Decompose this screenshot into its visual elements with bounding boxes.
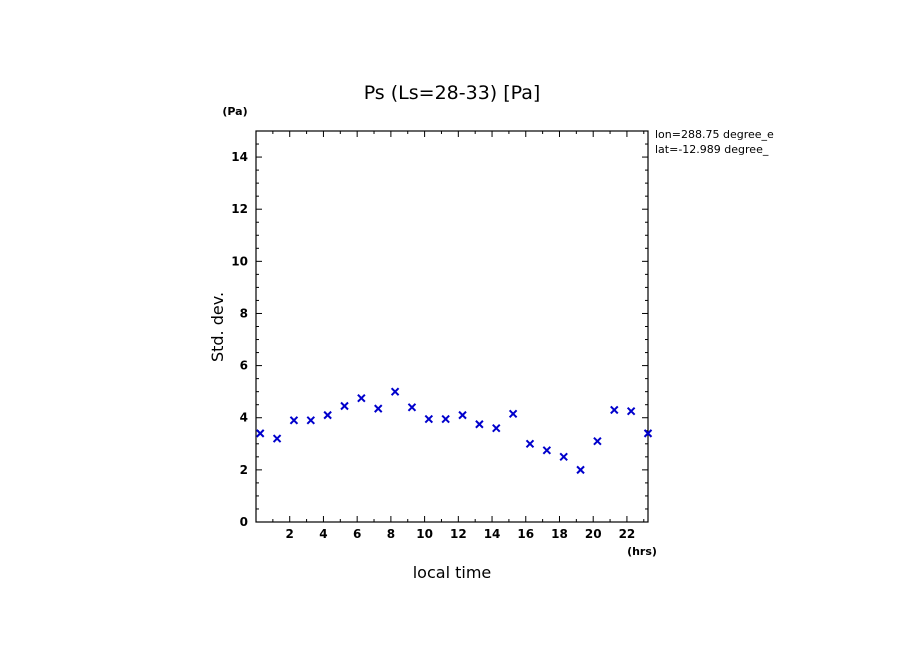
- data-point: [525, 439, 535, 449]
- x-tick-label: 16: [517, 527, 534, 541]
- data-point: [306, 416, 316, 425]
- data-point-stroke: [643, 429, 653, 438]
- annotation-lat: lat=-12.989 degree_: [655, 143, 769, 156]
- x-tick-label: 18: [551, 527, 568, 541]
- chart-title: Ps (Ls=28-33) [Pa]: [364, 82, 541, 104]
- data-point: [357, 393, 366, 403]
- data-point: [390, 387, 400, 396]
- data-point-stroke: [357, 393, 366, 403]
- data-point: [340, 401, 349, 411]
- data-point-stroke: [340, 401, 349, 411]
- data-point: [643, 429, 653, 438]
- data-point: [492, 423, 501, 433]
- data-point-stroke: [256, 429, 265, 438]
- axes: 0 2 4 6 8 10 12 14 2 4 6 8 10 12 14 16 18 20 22: [231, 130, 649, 541]
- x-unit-label: (hrs): [627, 545, 657, 558]
- x-axis-label: local time: [413, 563, 492, 582]
- data-point: [626, 407, 636, 416]
- data-marks: [256, 387, 653, 475]
- data-point: [374, 404, 383, 413]
- data-point-stroke: [559, 452, 568, 462]
- data-point: [407, 403, 417, 412]
- data-point: [542, 446, 552, 455]
- data-point: [441, 414, 450, 424]
- data-point-stroke: [306, 416, 316, 425]
- y-tick-label: 4: [240, 411, 248, 425]
- x-tick-label: 22: [619, 527, 636, 541]
- x-tick-label: 4: [319, 527, 327, 541]
- data-point-stroke: [441, 414, 450, 424]
- data-point-stroke: [475, 420, 484, 429]
- data-point: [424, 414, 434, 424]
- data-point-stroke: [407, 403, 417, 412]
- x-tick-label: 8: [387, 527, 395, 541]
- data-point-stroke: [424, 414, 434, 424]
- data-point: [559, 452, 568, 462]
- data-point-stroke: [525, 439, 535, 449]
- x-tick-label: 10: [416, 527, 433, 541]
- y-tick-label: 10: [231, 254, 248, 268]
- x-tick-label: 20: [585, 527, 602, 541]
- data-point: [289, 416, 299, 425]
- data-point-stroke: [390, 387, 400, 396]
- y-tick-label: 14: [231, 150, 248, 164]
- data-point-stroke: [492, 423, 501, 433]
- x-tick-label: 14: [484, 527, 501, 541]
- x-tick-label: 12: [450, 527, 467, 541]
- x-tick-label: 2: [286, 527, 294, 541]
- y-tick-label: 8: [240, 306, 248, 320]
- data-point-stroke: [458, 410, 467, 420]
- data-point-stroke: [593, 436, 602, 446]
- data-point-stroke: [272, 434, 282, 443]
- y-tick-label: 12: [231, 202, 248, 216]
- data-point: [272, 434, 282, 443]
- data-point-stroke: [289, 416, 299, 425]
- y-tick-label: 0: [240, 515, 248, 529]
- annotation-lon: lon=288.75 degree_e: [655, 128, 774, 141]
- data-point: [256, 429, 265, 438]
- y-tick-label: 6: [240, 359, 248, 373]
- data-point-stroke: [542, 446, 552, 455]
- data-point: [508, 409, 518, 419]
- data-point: [475, 420, 484, 429]
- y-unit-label: (Pa): [222, 105, 247, 118]
- data-point-stroke: [508, 409, 518, 419]
- x-tick-label: 6: [353, 527, 361, 541]
- data-point-stroke: [374, 404, 383, 413]
- y-tick-label: 2: [240, 463, 248, 477]
- data-point: [458, 410, 467, 420]
- y-axis-label: Std. dev.: [208, 292, 227, 362]
- data-point-stroke: [626, 407, 636, 416]
- data-point: [610, 405, 619, 415]
- data-point-stroke: [323, 410, 332, 420]
- data-point: [323, 410, 332, 420]
- data-point-stroke: [576, 465, 585, 475]
- data-point: [576, 465, 585, 475]
- data-point-stroke: [610, 405, 619, 415]
- data-point: [593, 436, 602, 446]
- plot-frame: [255, 130, 649, 523]
